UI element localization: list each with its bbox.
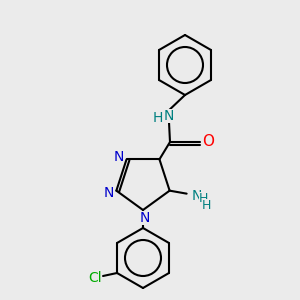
- Text: H: H: [153, 111, 163, 125]
- Text: N: N: [140, 211, 150, 225]
- Text: H: H: [199, 192, 208, 205]
- Text: Cl: Cl: [88, 271, 102, 285]
- Text: N: N: [113, 150, 124, 164]
- Text: N: N: [103, 186, 114, 200]
- Text: N: N: [191, 189, 202, 203]
- Text: H: H: [202, 199, 211, 212]
- Text: N: N: [164, 109, 174, 123]
- Text: O: O: [202, 134, 214, 149]
